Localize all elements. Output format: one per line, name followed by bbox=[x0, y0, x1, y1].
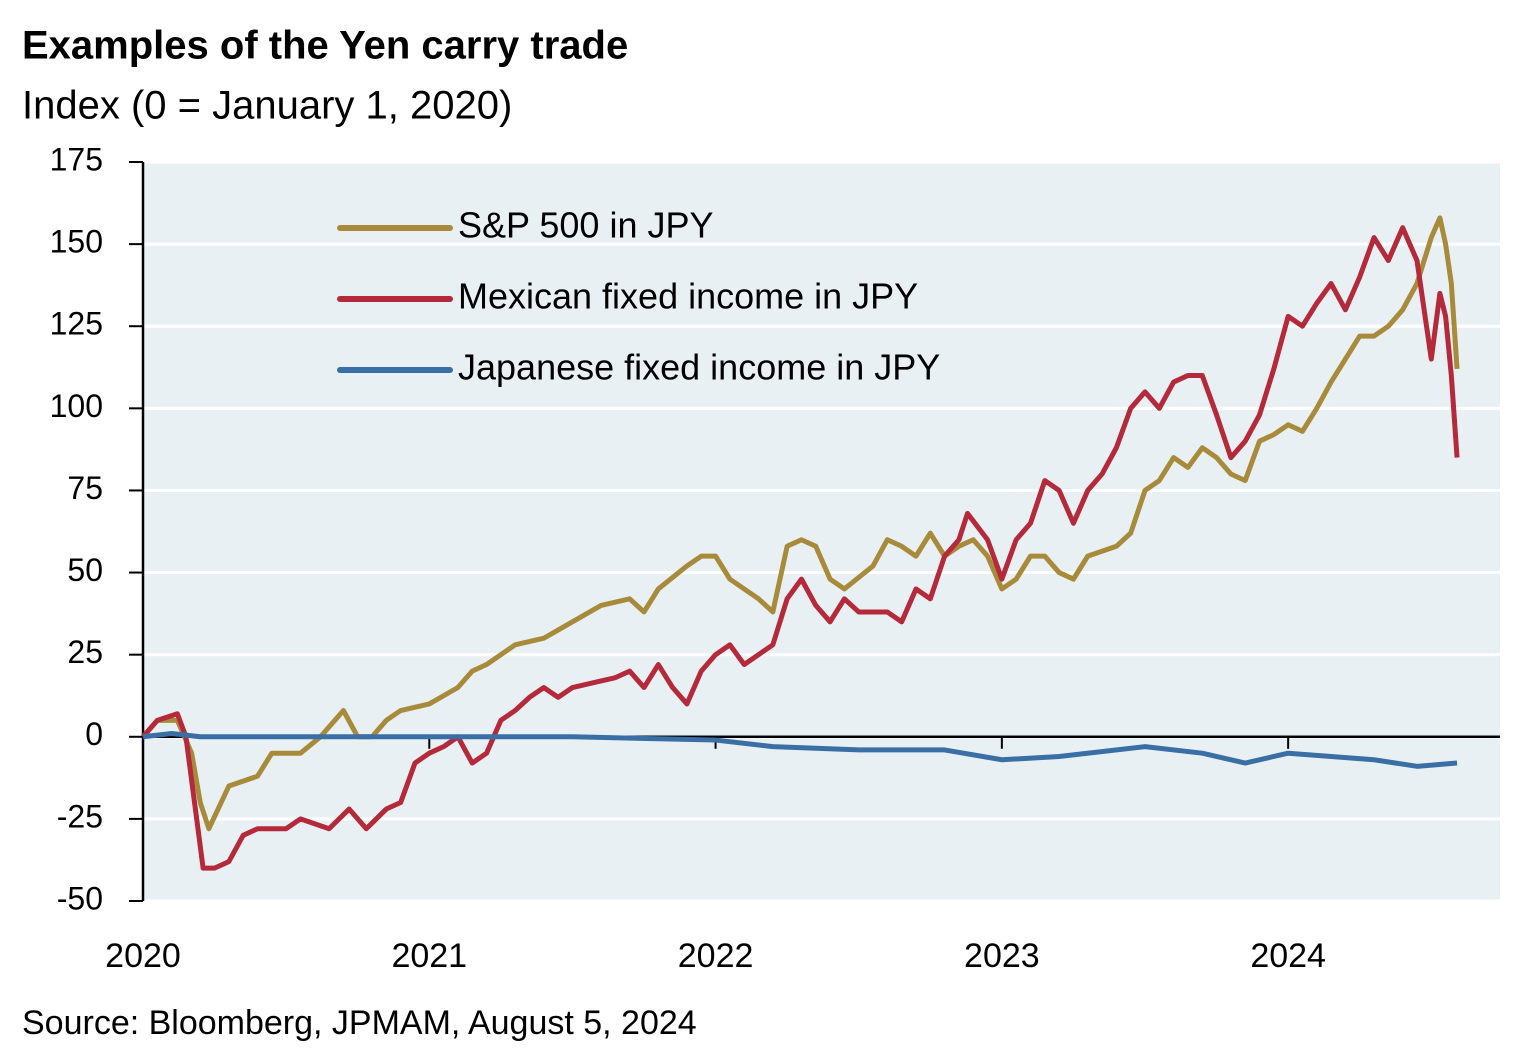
y-tick-label: -25 bbox=[57, 798, 103, 834]
x-tick-label: 2023 bbox=[964, 937, 1040, 975]
y-tick-label: 150 bbox=[50, 224, 103, 260]
y-tick-label: -50 bbox=[57, 880, 103, 916]
chart-title: Examples of the Yen carry trade bbox=[22, 24, 628, 68]
source-note: Source: Bloomberg, JPMAM, August 5, 2024 bbox=[22, 1004, 697, 1042]
x-tick-label: 2024 bbox=[1250, 937, 1326, 975]
x-tick-label: 2020 bbox=[105, 937, 181, 975]
y-tick-label: 25 bbox=[67, 634, 103, 670]
legend-label: Mexican fixed income in JPY bbox=[458, 276, 918, 317]
legend-label: Japanese fixed income in JPY bbox=[458, 347, 940, 388]
y-tick-label: 175 bbox=[50, 141, 103, 177]
y-tick-label: 75 bbox=[67, 470, 103, 506]
y-tick-label: 125 bbox=[50, 306, 103, 342]
chart-subtitle: Index (0 = January 1, 2020) bbox=[22, 84, 512, 128]
y-tick-label: 0 bbox=[85, 716, 103, 752]
series-line bbox=[142, 730, 1458, 769]
y-tick-label: 100 bbox=[50, 388, 103, 424]
plot-area bbox=[143, 162, 1500, 901]
series-line bbox=[141, 225, 1460, 871]
y-tick-label: 50 bbox=[67, 552, 103, 588]
x-tick-label: 2022 bbox=[678, 937, 754, 975]
x-tick-label: 2021 bbox=[391, 937, 467, 975]
legend-label: S&P 500 in JPY bbox=[458, 205, 714, 246]
